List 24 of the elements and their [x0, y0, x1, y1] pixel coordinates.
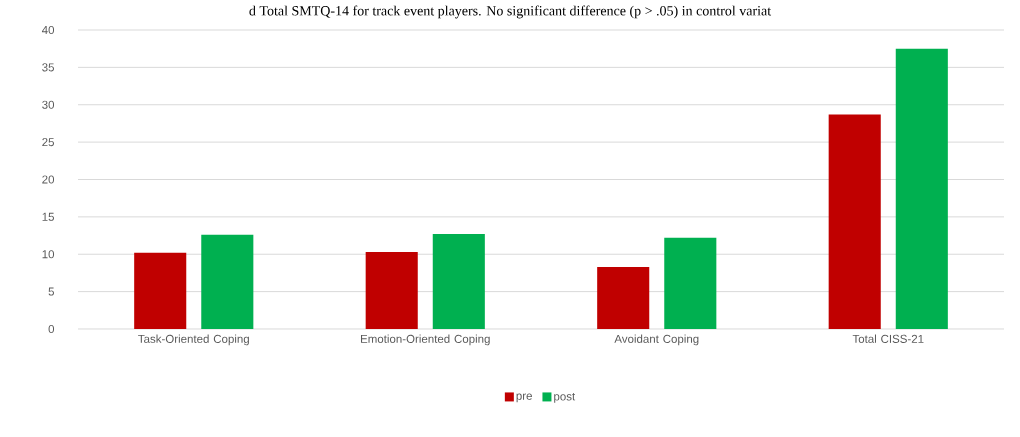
y-tick-label: 35 — [42, 63, 54, 72]
y-tick-label: 15 — [42, 212, 54, 221]
bar — [134, 252, 187, 329]
y-tick-label: 30 — [42, 100, 55, 109]
y-tick-label: 0 — [48, 324, 55, 334]
y-tick-label: 5 — [48, 287, 54, 296]
bar — [201, 234, 254, 329]
legend-label: pre — [516, 393, 532, 403]
bar — [828, 114, 881, 329]
x-tick-label: Task-Oriented Coping — [138, 334, 249, 346]
bar — [664, 237, 717, 329]
text: d Total SMTQ-14 for track event players. No significant difference (p > .05) in control variat — [249, 5, 772, 19]
y-tick-label: 20 — [42, 175, 55, 184]
bar — [365, 251, 418, 329]
legend-label: post — [554, 392, 576, 403]
bar — [895, 48, 948, 329]
x-tick-label: Avoidant Coping — [614, 334, 699, 346]
y-tick-label: 10 — [42, 250, 55, 259]
y-tick-label: 25 — [42, 138, 54, 147]
x-tick-label: Emotion-Oriented Coping — [361, 334, 490, 346]
x-tick-label: Total CISS-21 — [852, 334, 924, 343]
y-tick-label: 40 — [41, 25, 55, 35]
bar — [597, 266, 650, 329]
bar — [432, 234, 485, 329]
